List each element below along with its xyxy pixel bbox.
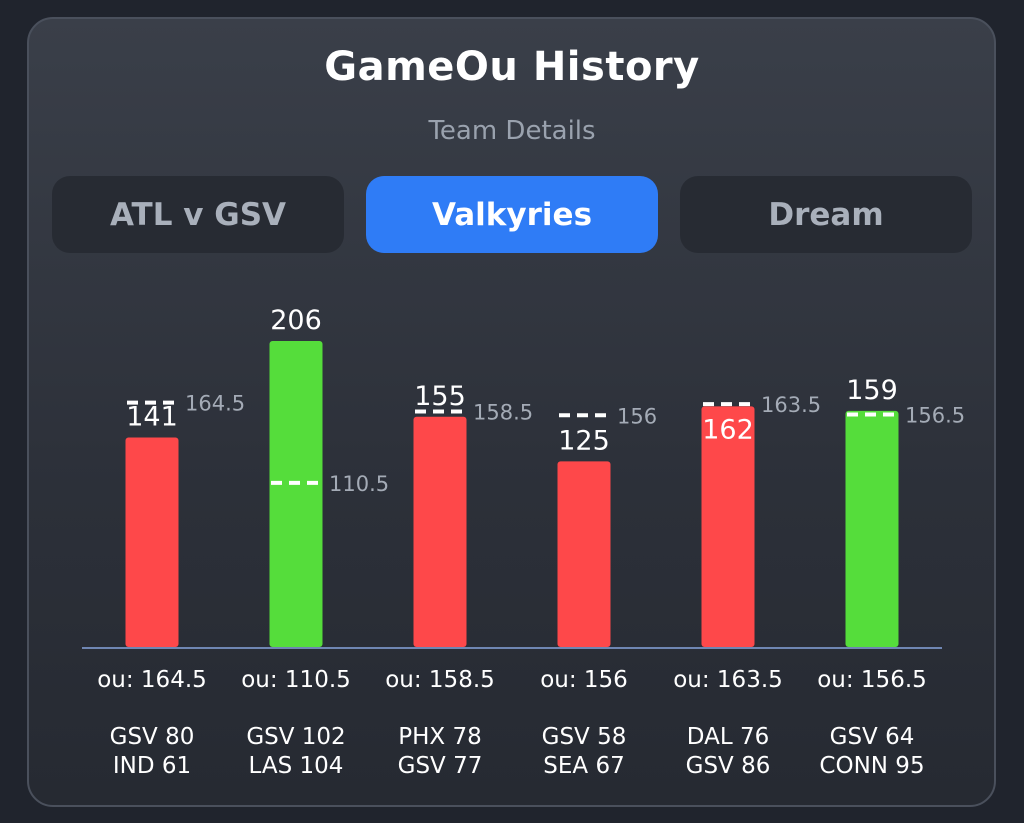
game-score: DAL 76 GSV 86: [658, 723, 798, 781]
ou-line-label: 164.5: [185, 392, 245, 416]
total-bar-5[interactable]: [845, 410, 899, 647]
total-bar-2[interactable]: [413, 416, 467, 647]
score-line-2: IND 61: [112, 753, 192, 779]
ou-line-label: 163.5: [761, 393, 821, 417]
score-line-1: PHX 78: [398, 724, 482, 750]
score-line-1: GSV 58: [541, 724, 627, 750]
game-score: GSV 58 SEA 67: [514, 723, 654, 781]
ou-history-card: [27, 17, 996, 807]
bar-value-label: 206: [270, 305, 322, 336]
total-bar-3[interactable]: [557, 461, 611, 647]
tab-matchup[interactable]: ATL v GSV: [52, 176, 344, 253]
ou-value-label: ou: 156.5: [817, 667, 927, 693]
score-line-2: GSV 77: [397, 753, 483, 779]
ou-line-label: 110.5: [329, 472, 389, 496]
ou-value-label: ou: 163.5: [673, 667, 783, 693]
page-subtitle: Team Details: [428, 116, 596, 146]
ou-line-label: 158.5: [473, 401, 533, 425]
game-score: GSV 102 LAS 104: [226, 723, 366, 781]
score-line-2: LAS 104: [248, 753, 344, 779]
game-score: PHX 78 GSV 77: [370, 723, 510, 781]
bar-value-label: 125: [558, 425, 610, 456]
bar-value-label: 159: [846, 375, 898, 406]
score-line-1: DAL 76: [686, 724, 770, 750]
total-bar-0[interactable]: [125, 437, 179, 647]
total-bar-4[interactable]: [701, 406, 755, 647]
page-title: GameOu History: [324, 44, 700, 90]
score-line-1: GSV 80: [109, 724, 195, 750]
ou-line-label: 156.5: [905, 404, 965, 428]
ou-value-label: ou: 156: [540, 667, 628, 693]
bar-value-label: 162: [702, 414, 754, 445]
ou-line-label: 156: [617, 404, 657, 428]
bar-value-label: 155: [414, 381, 466, 412]
game-score: GSV 64 CONN 95: [802, 723, 942, 781]
score-line-2: SEA 67: [543, 753, 625, 779]
ou-value-label: ou: 110.5: [241, 667, 351, 693]
game-score: GSV 80 IND 61: [82, 723, 222, 781]
score-line-1: GSV 64: [829, 724, 915, 750]
bar-value-label: 141: [126, 402, 178, 433]
total-bar-1[interactable]: [269, 341, 323, 647]
tab-valkyries[interactable]: Valkyries: [366, 176, 658, 253]
tab-dream[interactable]: Dream: [680, 176, 972, 253]
ou-value-label: ou: 158.5: [385, 667, 495, 693]
score-line-2: CONN 95: [819, 753, 925, 779]
score-line-2: GSV 86: [685, 753, 771, 779]
ou-value-label: ou: 164.5: [97, 667, 207, 693]
score-line-1: GSV 102: [246, 724, 346, 750]
